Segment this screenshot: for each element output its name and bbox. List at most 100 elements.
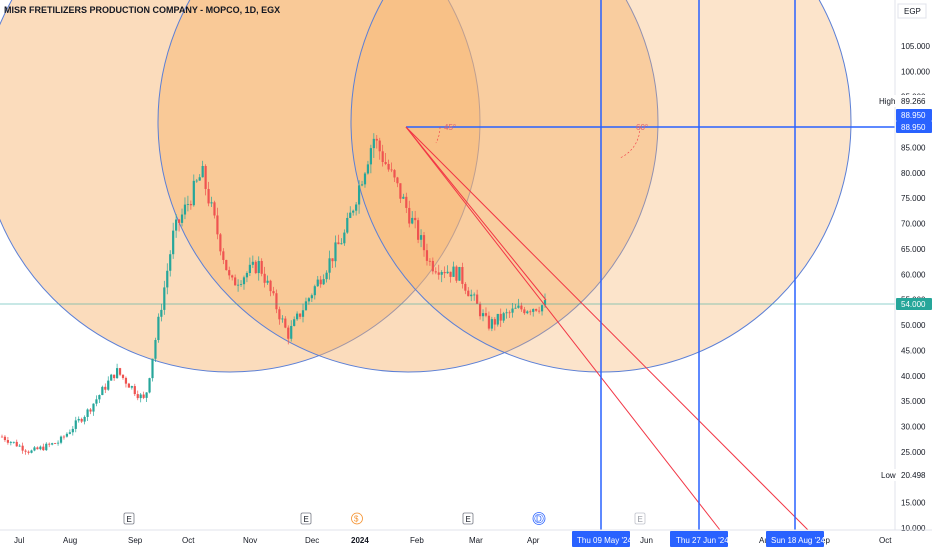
candle-body bbox=[145, 392, 148, 398]
candle-body bbox=[65, 433, 69, 437]
candle-body bbox=[446, 271, 449, 274]
candle-body bbox=[56, 442, 60, 444]
time-label-apr: Apr bbox=[527, 536, 540, 545]
price-tick-label: 85.000 bbox=[901, 143, 926, 152]
candle-body bbox=[328, 258, 331, 273]
angle-label-60: 60° bbox=[636, 123, 648, 132]
candle-body bbox=[142, 394, 145, 398]
candle-body bbox=[0, 436, 4, 438]
earnings-marker-1[interactable]: E bbox=[123, 512, 135, 525]
price-tick-label: 30.000 bbox=[901, 423, 926, 432]
candle-body bbox=[304, 301, 308, 311]
candle-body bbox=[186, 204, 190, 205]
candle-body bbox=[6, 440, 10, 443]
price-tick-label: 25.000 bbox=[901, 448, 926, 457]
svg-text:88.950: 88.950 bbox=[901, 123, 926, 132]
candle-body bbox=[337, 242, 340, 245]
candle-body bbox=[169, 254, 172, 271]
candle-body bbox=[496, 313, 499, 325]
candle-body bbox=[540, 305, 544, 312]
candle-body bbox=[346, 217, 349, 233]
time-label-mar: Mar bbox=[469, 536, 483, 545]
candle-body bbox=[121, 374, 125, 378]
price-tick-label: 45.000 bbox=[901, 346, 926, 355]
candle-body bbox=[175, 219, 178, 231]
candle-body bbox=[151, 358, 154, 379]
candle-body bbox=[9, 442, 12, 443]
candle-body bbox=[86, 409, 89, 417]
candle-body bbox=[396, 177, 399, 184]
candle-body bbox=[511, 308, 514, 313]
candle-body bbox=[298, 313, 302, 317]
candle-body bbox=[278, 309, 281, 320]
candle-body bbox=[3, 436, 7, 441]
candle-body bbox=[133, 386, 136, 395]
svg-text:88.950: 88.950 bbox=[901, 111, 926, 120]
trend-lines[interactable]: 45° 60° bbox=[405, 123, 932, 531]
circle-drawings[interactable] bbox=[0, 0, 852, 373]
svg-text:Thu 09 May '24: Thu 09 May '24 bbox=[577, 536, 632, 545]
time-label-feb: Feb bbox=[410, 536, 424, 545]
candle-body bbox=[493, 319, 496, 325]
candle-body bbox=[266, 280, 269, 283]
candle-body bbox=[476, 294, 479, 304]
vertical-lines[interactable] bbox=[600, 0, 796, 530]
svg-text:E: E bbox=[127, 515, 132, 524]
candle-body bbox=[59, 436, 63, 443]
candle-body bbox=[245, 273, 249, 278]
svg-text:E: E bbox=[638, 515, 643, 524]
trendline-steep[interactable] bbox=[405, 126, 547, 301]
candle-body bbox=[467, 290, 470, 297]
time-tag-jun: Thu 27 Jun '24 bbox=[670, 531, 729, 547]
candle-body bbox=[239, 284, 243, 285]
svg-text:D: D bbox=[536, 515, 542, 524]
candle-body bbox=[307, 298, 311, 302]
candle-body bbox=[154, 340, 157, 359]
low-marker: Low 20.498 bbox=[875, 469, 932, 481]
candle-body bbox=[372, 138, 375, 149]
trendline-60[interactable] bbox=[405, 126, 809, 531]
candle-body bbox=[124, 377, 128, 384]
candle-body bbox=[343, 232, 346, 244]
earnings-marker-future[interactable]: E bbox=[634, 512, 646, 525]
earnings-marker-3[interactable]: E bbox=[462, 512, 474, 525]
earnings-marker-2[interactable]: E bbox=[300, 512, 312, 525]
candle-body bbox=[458, 267, 461, 281]
candle-body bbox=[355, 204, 358, 211]
time-label-jun: Jun bbox=[640, 536, 653, 545]
candle-body bbox=[213, 202, 216, 216]
currency-label[interactable]: EGP bbox=[897, 3, 927, 19]
svg-text:Sun 18 Aug '24: Sun 18 Aug '24 bbox=[771, 536, 826, 545]
time-label-ep-partial: ep bbox=[821, 536, 830, 545]
circle-drawing-left[interactable] bbox=[0, 0, 481, 373]
candle-body bbox=[195, 180, 198, 182]
price-tick-label: 40.000 bbox=[901, 372, 926, 381]
candle-body bbox=[414, 217, 417, 221]
circle-drawing-middle[interactable] bbox=[157, 0, 659, 373]
candle-body bbox=[517, 305, 520, 308]
candle-body bbox=[219, 234, 222, 252]
candle-body bbox=[54, 443, 57, 445]
candle-body bbox=[260, 260, 263, 274]
candle-body bbox=[452, 266, 455, 277]
price-tick-label: 105.000 bbox=[901, 42, 930, 51]
candle-body bbox=[349, 212, 352, 218]
price-tick-label: 70.000 bbox=[901, 220, 926, 229]
candle-body bbox=[77, 418, 80, 421]
time-label-nov: Nov bbox=[243, 536, 257, 545]
candle-body bbox=[198, 177, 201, 181]
candle-body bbox=[366, 164, 370, 174]
candle-body bbox=[428, 260, 432, 262]
candle-body bbox=[157, 316, 160, 341]
dividend-marker[interactable]: $ bbox=[351, 512, 363, 525]
price-tag-blue-1: 88.950 bbox=[896, 109, 932, 121]
event-markers[interactable]: E E $ E D E bbox=[123, 512, 646, 525]
trendline-45[interactable] bbox=[405, 126, 721, 531]
candle-body bbox=[440, 271, 443, 275]
price-scale[interactable] bbox=[895, 0, 932, 550]
time-label-2024: 2024 bbox=[351, 536, 369, 545]
svg-text:E: E bbox=[304, 515, 309, 524]
dividend-earnings-marker[interactable]: D bbox=[532, 512, 546, 525]
candle-body bbox=[172, 230, 175, 255]
